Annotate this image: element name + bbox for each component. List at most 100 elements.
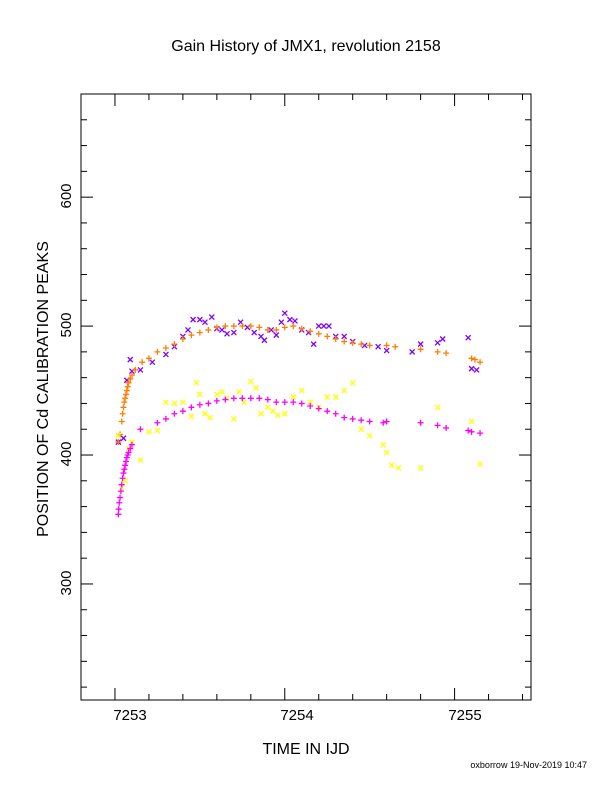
data-point-series-4 [477, 430, 484, 437]
data-point-series-4 [222, 396, 229, 403]
data-point-series-4 [443, 424, 450, 431]
data-point-series-2 [443, 350, 450, 357]
y-tick-label-400: 400 [58, 441, 75, 466]
data-point-series-2 [341, 338, 348, 345]
data-point-series-1 [473, 366, 480, 373]
data-point-series-3 [395, 464, 402, 471]
data-point-series-2 [471, 356, 478, 363]
data-point-series-4 [290, 399, 297, 406]
data-point-series-4 [273, 399, 280, 406]
data-point-series-2 [281, 324, 288, 331]
data-point-series-2 [124, 383, 131, 390]
data-point-series-2 [128, 372, 135, 379]
data-point-series-2 [434, 348, 441, 355]
data-point-series-2 [118, 418, 125, 425]
data-point-series-1 [465, 334, 472, 341]
data-point-series-1 [310, 341, 317, 348]
data-point-series-2 [239, 323, 246, 330]
data-point-series-2 [139, 359, 146, 366]
data-point-series-2 [315, 330, 322, 337]
data-point-series-2 [123, 387, 130, 394]
data-point-series-1 [127, 356, 134, 363]
data-point-series-4 [162, 415, 169, 422]
x-tick-label-7254: 7254 [280, 707, 313, 724]
data-point-series-4 [120, 470, 127, 477]
data-point-series-4 [239, 395, 246, 402]
data-point-series-1 [325, 323, 332, 330]
data-point-series-1 [224, 330, 230, 337]
data-point-series-4 [315, 405, 322, 412]
data-point-series-2 [179, 335, 186, 342]
data-point-series-3 [122, 477, 129, 484]
data-point-series-1 [149, 359, 156, 366]
data-point-series-1 [468, 365, 475, 372]
data-point-series-2 [468, 355, 475, 362]
data-point-series-3 [298, 387, 305, 394]
data-point-series-2 [230, 323, 237, 330]
data-point-series-3 [349, 379, 356, 386]
chart-title: Gain History of JMX1, revolution 2158 [171, 38, 441, 55]
data-point-series-3 [196, 391, 203, 398]
data-point-series-3 [307, 399, 314, 406]
data-point-series-3 [468, 418, 475, 425]
y-axis-ticks [81, 93, 531, 688]
data-point-series-1 [417, 341, 424, 348]
data-point-series-2 [307, 328, 314, 335]
data-point-series-3 [252, 385, 259, 391]
data-point-series-1 [315, 323, 322, 330]
data-point-series-3 [179, 399, 186, 406]
data-point-series-1 [251, 329, 258, 336]
data-point-series-1 [320, 323, 327, 330]
data-point-series-4 [117, 488, 124, 495]
data-point-series-4 [298, 400, 305, 407]
data-point-series-4 [349, 415, 356, 422]
data-point-series-2 [125, 379, 132, 386]
data-point-series-4 [119, 475, 126, 482]
data-point-series-2 [332, 335, 339, 342]
data-point-series-1 [185, 326, 191, 333]
data-point-series-1 [190, 316, 197, 323]
x-tick-label-7253: 7253 [113, 707, 146, 724]
data-point-series-1 [341, 333, 348, 340]
data-point-series-2 [222, 323, 229, 330]
x-axis-ticks [80, 94, 524, 700]
data-point-series-2 [273, 326, 280, 333]
data-point-series-2 [121, 399, 128, 406]
data-point-series-1 [230, 329, 237, 336]
data-point-series-1 [286, 316, 293, 323]
data-point-series-3 [477, 461, 484, 468]
data-point-series-3 [213, 391, 220, 398]
data-point-series-1 [273, 332, 280, 339]
data-point-series-3 [202, 410, 208, 417]
data-point-series-2 [213, 324, 220, 331]
data-point-series-2 [247, 323, 254, 330]
data-point-series-2 [290, 323, 297, 330]
data-point-series-2 [122, 395, 129, 402]
data-point-series-4 [366, 418, 373, 425]
data-point-series-2 [264, 326, 271, 333]
data-point-series-4 [465, 427, 472, 434]
data-point-series-4 [332, 410, 339, 417]
data-point-series-2 [383, 342, 390, 349]
data-point-series-1 [278, 319, 285, 326]
y-tick-label-300: 300 [58, 570, 75, 595]
data-point-series-4 [230, 395, 237, 402]
y-tick-label-600: 600 [58, 183, 75, 208]
data-point-series-4 [179, 408, 186, 415]
data-point-series-1 [162, 351, 169, 358]
data-point-series-1 [202, 319, 208, 326]
data-point-series-4 [115, 511, 122, 518]
data-point-series-3 [383, 449, 390, 456]
data-point-series-4 [122, 462, 129, 469]
data-point-series-3 [417, 464, 424, 471]
data-point-series-1 [137, 366, 144, 373]
data-point-series-2 [392, 343, 399, 350]
data-point-series-3 [380, 441, 387, 448]
data-point-series-1 [218, 326, 225, 333]
data-point-series-1 [383, 347, 390, 354]
data-point-series-3 [247, 378, 254, 385]
x-tick-label-7255: 7255 [448, 707, 481, 724]
data-point-series-2 [132, 366, 139, 373]
data-point-series-4 [154, 419, 161, 426]
data-point-series-2 [171, 341, 178, 348]
